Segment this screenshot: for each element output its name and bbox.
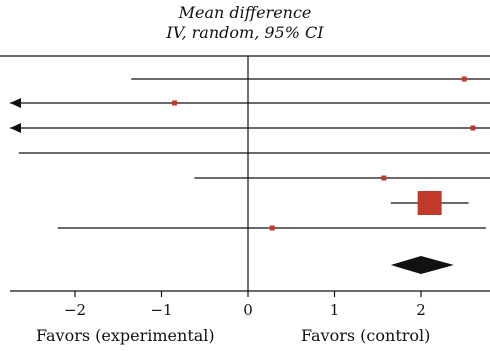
chart-title-line1: Mean difference	[178, 3, 312, 22]
ci-arrow-left	[10, 123, 21, 133]
study-estimate-marker	[171, 100, 177, 106]
pooled-diamond	[390, 256, 454, 274]
chart-title-line2: IV, random, 95% CI	[166, 23, 324, 42]
x-tick-label: −1	[150, 301, 172, 319]
ci-arrow-left	[10, 98, 21, 108]
x-tick-label: 1	[330, 301, 340, 319]
study-estimate-marker	[381, 175, 387, 181]
study-estimate-marker	[417, 191, 442, 215]
study-estimate-marker	[461, 76, 467, 82]
favors-experimental-label: Favors (experimental)	[36, 326, 215, 345]
x-tick-label: 2	[416, 301, 426, 319]
x-tick-label: −2	[64, 301, 86, 319]
favors-control-label: Favors (control)	[301, 326, 431, 345]
x-tick-label: 0	[243, 301, 253, 319]
study-estimate-marker	[269, 225, 275, 231]
study-estimate-marker	[470, 125, 476, 131]
